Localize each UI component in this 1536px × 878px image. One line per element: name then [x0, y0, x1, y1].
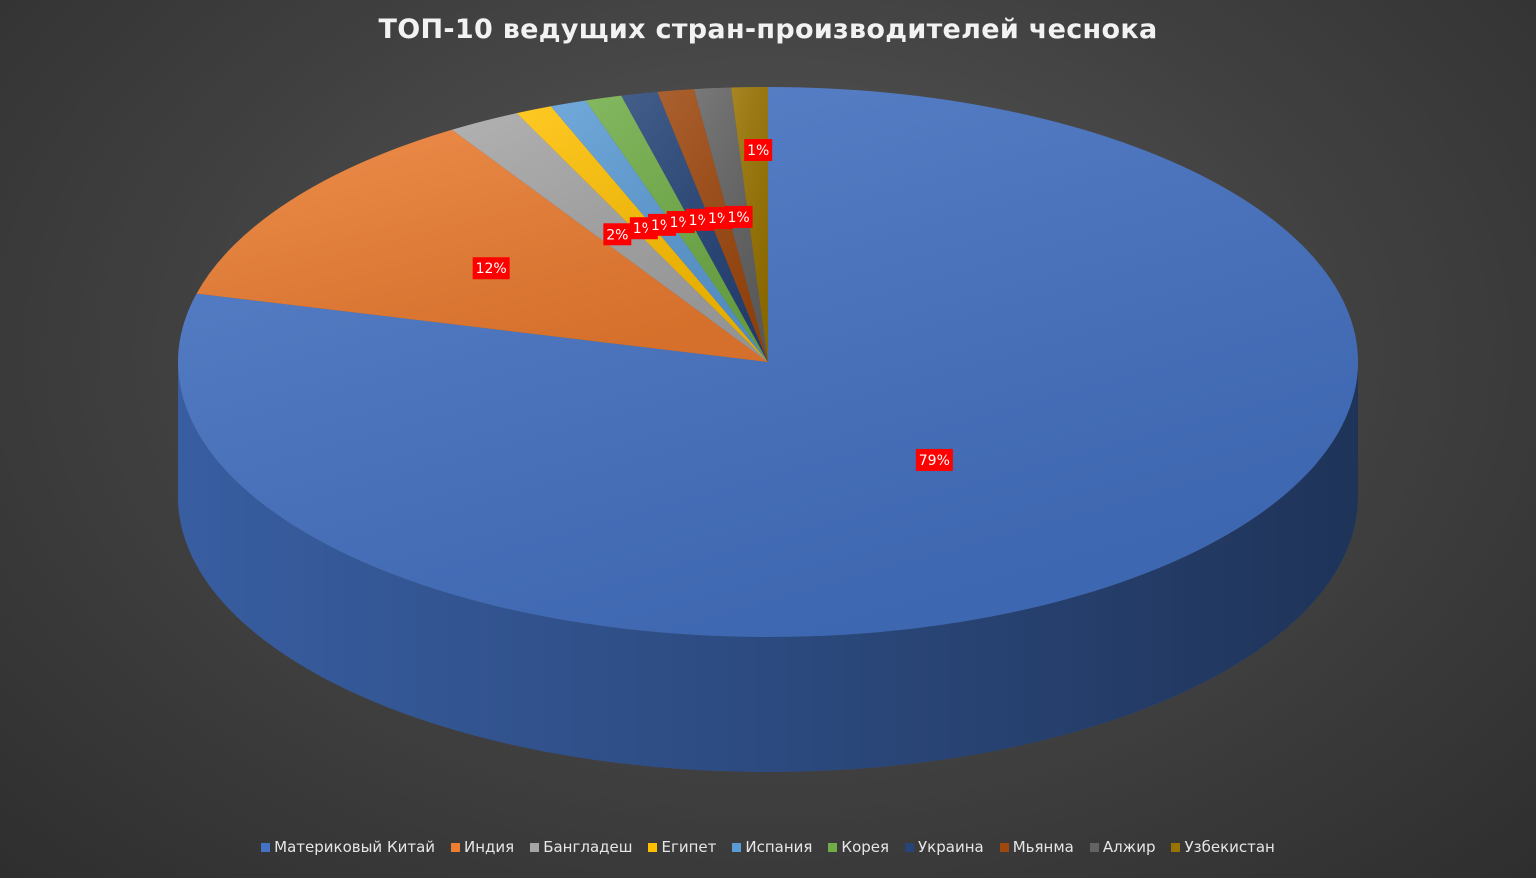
- legend-item-4[interactable]: Испания: [732, 838, 812, 856]
- legend-swatch-9: [1171, 842, 1181, 852]
- legend-item-6[interactable]: Украина: [905, 838, 984, 856]
- legend-item-1[interactable]: Индия: [451, 838, 514, 856]
- legend-label-9: Узбекистан: [1184, 838, 1275, 856]
- data-label-text-9: 1%: [747, 143, 769, 159]
- data-label-bg-9: [744, 139, 773, 161]
- legend-swatch-5: [828, 842, 838, 852]
- data-label-bg-2: [603, 223, 632, 246]
- legend-item-2[interactable]: Бангладеш: [530, 838, 632, 856]
- data-label-2: 2%: [603, 223, 632, 246]
- legend: Материковый Китай Индия Бангладеш Египет Исп…: [0, 838, 1536, 856]
- data-label-0: 79%: [915, 448, 953, 471]
- pie-slice-shade-0: [177, 87, 1358, 637]
- pie-side-shade-0: [178, 362, 1358, 772]
- legend-item-8[interactable]: Алжир: [1089, 838, 1156, 856]
- legend-label-1: Индия: [464, 838, 515, 856]
- legend-label-5: Корея: [841, 838, 890, 856]
- legend-label-0: Материковый Китай: [274, 838, 436, 856]
- legend-label-8: Алжир: [1102, 838, 1156, 856]
- data-label-bg-1: [472, 257, 510, 280]
- legend-label-2: Бангладеш: [543, 838, 633, 856]
- pie-slice-shade-1: [196, 129, 768, 362]
- legend-item-0[interactable]: Материковый Китай: [261, 838, 435, 856]
- data-label-bg-8: [724, 205, 753, 228]
- legend-swatch-7: [999, 842, 1009, 852]
- legend-swatch-1: [451, 842, 461, 852]
- legend-label-3: Египет: [661, 838, 717, 856]
- legend-swatch-2: [530, 842, 540, 852]
- legend-swatch-3: [648, 842, 658, 852]
- legend-item-7[interactable]: Мьянма: [999, 838, 1074, 856]
- data-label-text-8: 1%: [727, 210, 749, 226]
- data-label-text-0: 79%: [919, 453, 950, 469]
- chart-title: ТОП-10 ведущих стран-производителей чесн…: [378, 14, 1158, 45]
- data-label-9: 1%: [744, 139, 773, 161]
- legend-swatch-0: [261, 842, 271, 852]
- legend-item-5[interactable]: Корея: [828, 838, 889, 856]
- data-label-8: 1%: [724, 205, 753, 228]
- legend-swatch-8: [1089, 842, 1099, 852]
- legend-swatch-6: [905, 842, 915, 852]
- data-label-text-1: 12%: [476, 261, 507, 277]
- legend-swatch-4: [732, 842, 742, 852]
- data-label-1: 12%: [472, 257, 510, 280]
- legend-label-6: Украина: [918, 838, 984, 856]
- data-label-text-2: 2%: [606, 227, 628, 243]
- legend-label-4: Испания: [745, 838, 813, 856]
- legend-item-3[interactable]: Египет: [648, 838, 716, 856]
- legend-item-9[interactable]: Узбекистан: [1171, 838, 1275, 856]
- data-label-bg-0: [915, 448, 953, 471]
- legend-label-7: Мьянма: [1012, 838, 1074, 856]
